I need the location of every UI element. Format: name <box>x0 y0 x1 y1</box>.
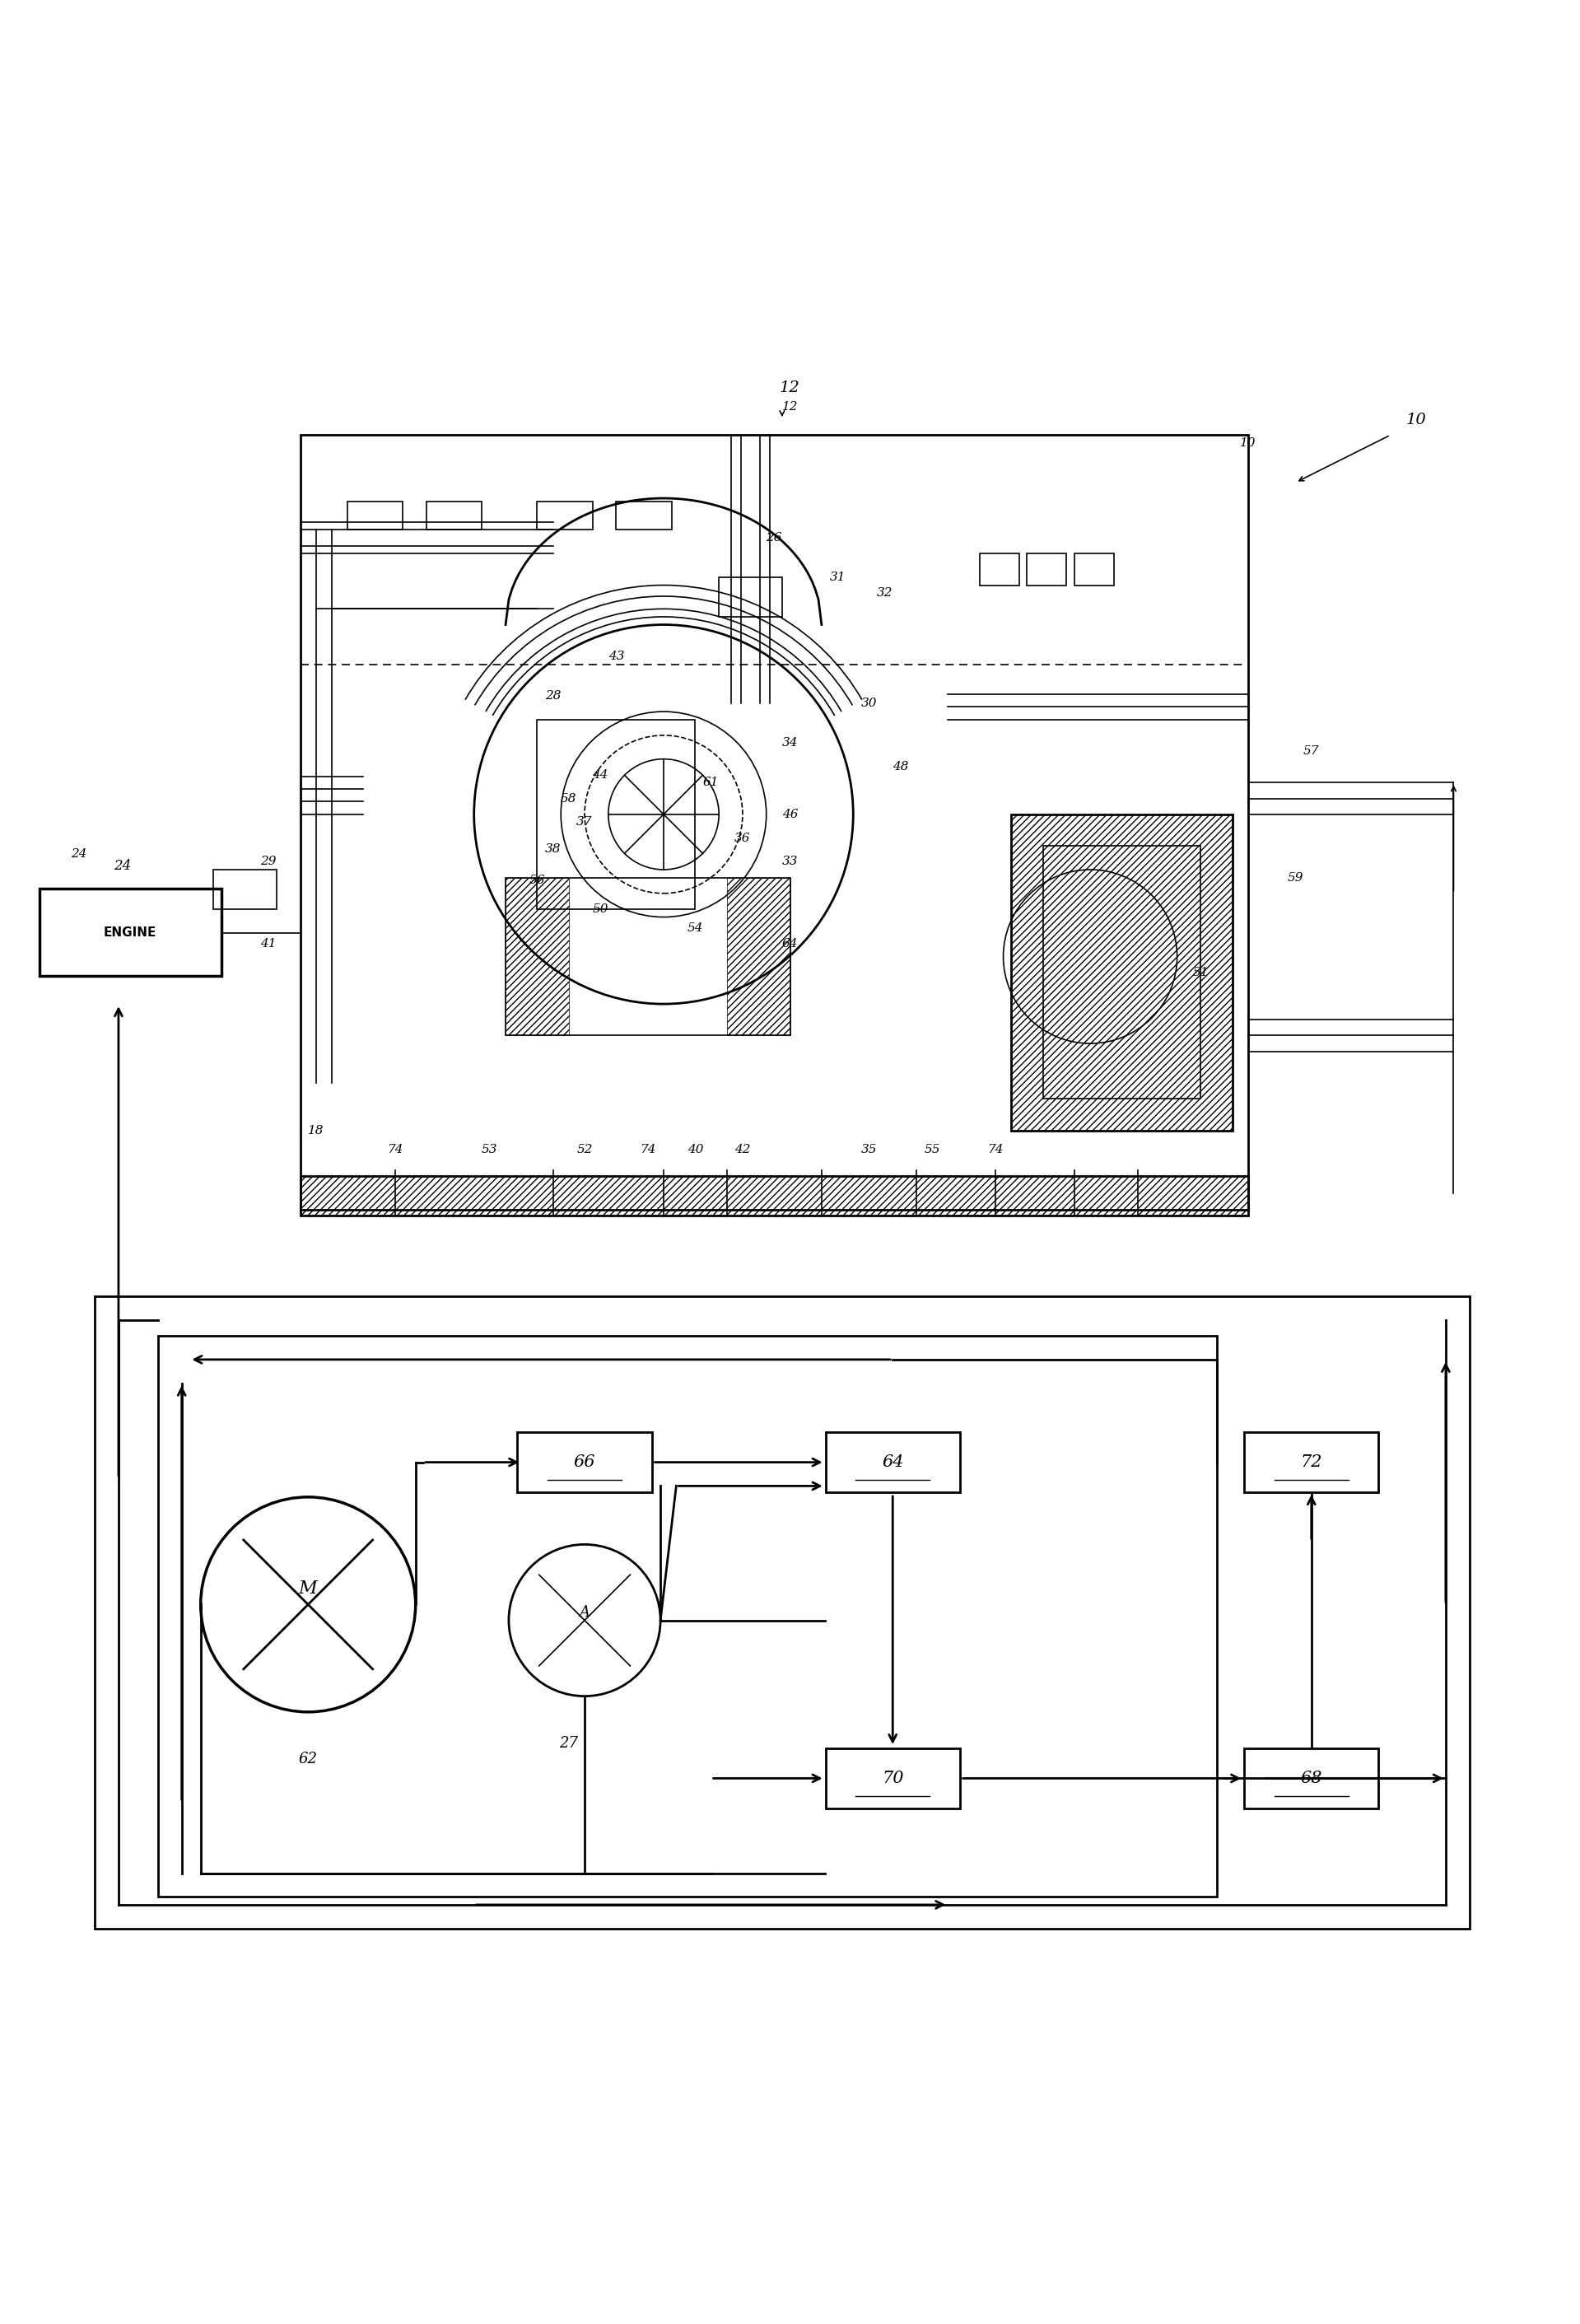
Text: 74: 74 <box>387 1143 403 1155</box>
Text: 24: 24 <box>114 860 131 874</box>
Text: 66: 66 <box>574 1455 596 1471</box>
Text: 57: 57 <box>1304 746 1319 758</box>
Bar <box>1011 813 1232 1129</box>
Text: 33: 33 <box>782 855 798 867</box>
Text: 36: 36 <box>735 832 750 844</box>
Bar <box>427 502 482 530</box>
Text: 52: 52 <box>577 1143 592 1155</box>
Text: 38: 38 <box>545 844 561 855</box>
Text: A: A <box>580 1606 589 1620</box>
Text: 26: 26 <box>766 532 782 544</box>
Bar <box>537 502 592 530</box>
Bar <box>506 878 790 1037</box>
Bar <box>1245 1432 1378 1492</box>
Text: 30: 30 <box>861 697 877 709</box>
Text: 46: 46 <box>782 809 798 820</box>
Bar <box>537 720 695 909</box>
Text: 72: 72 <box>1300 1455 1322 1471</box>
Text: M: M <box>299 1580 318 1599</box>
Text: 51: 51 <box>1193 967 1209 978</box>
Bar <box>1027 553 1067 586</box>
Text: 48: 48 <box>893 762 908 772</box>
Bar <box>1011 813 1232 1129</box>
Text: 43: 43 <box>608 651 624 662</box>
Text: 44: 44 <box>592 769 608 781</box>
Bar <box>1245 1748 1378 1808</box>
Bar <box>825 1748 959 1808</box>
Text: 34: 34 <box>782 737 798 748</box>
Text: 74: 74 <box>988 1143 1003 1155</box>
Text: 70: 70 <box>882 1771 904 1787</box>
Text: 12: 12 <box>782 400 798 411</box>
Text: ENGINE: ENGINE <box>103 927 156 939</box>
Text: 31: 31 <box>830 572 845 583</box>
Text: 74: 74 <box>640 1143 656 1155</box>
Text: 41: 41 <box>261 939 276 951</box>
Text: 27: 27 <box>559 1736 578 1750</box>
Text: 24: 24 <box>71 848 87 860</box>
Text: 35: 35 <box>861 1143 877 1155</box>
Text: 29: 29 <box>261 855 276 867</box>
Text: 58: 58 <box>561 792 577 804</box>
Text: 18: 18 <box>308 1125 324 1136</box>
Text: 40: 40 <box>687 1143 703 1155</box>
Bar <box>506 878 569 1037</box>
Bar <box>300 1176 1248 1215</box>
Text: 12: 12 <box>781 381 799 395</box>
Text: 28: 28 <box>545 690 561 702</box>
Bar <box>40 888 221 976</box>
Text: 61: 61 <box>703 776 719 788</box>
Text: 54: 54 <box>687 923 703 934</box>
Text: 37: 37 <box>577 816 592 827</box>
Bar <box>1074 553 1114 586</box>
Bar <box>518 1432 653 1492</box>
Bar <box>213 869 276 909</box>
Bar <box>980 553 1019 586</box>
Bar <box>727 878 790 1037</box>
Text: 68: 68 <box>1300 1771 1322 1787</box>
Bar <box>825 1432 959 1492</box>
Text: 62: 62 <box>299 1752 318 1766</box>
Text: 59: 59 <box>1288 872 1304 883</box>
Text: 32: 32 <box>877 588 893 600</box>
Text: 56: 56 <box>529 874 545 885</box>
Bar <box>158 1336 1217 1896</box>
Bar <box>719 576 782 616</box>
Bar <box>95 1297 1469 1929</box>
Text: 50: 50 <box>592 904 608 916</box>
Text: 64: 64 <box>782 939 798 951</box>
Bar <box>616 502 672 530</box>
Bar <box>1043 846 1201 1099</box>
Text: 55: 55 <box>924 1143 940 1155</box>
Bar <box>348 502 403 530</box>
Text: 64: 64 <box>882 1455 904 1471</box>
Text: 53: 53 <box>482 1143 498 1155</box>
Text: 42: 42 <box>735 1143 750 1155</box>
Text: 10: 10 <box>1406 411 1427 428</box>
Text: 10: 10 <box>1240 437 1256 449</box>
